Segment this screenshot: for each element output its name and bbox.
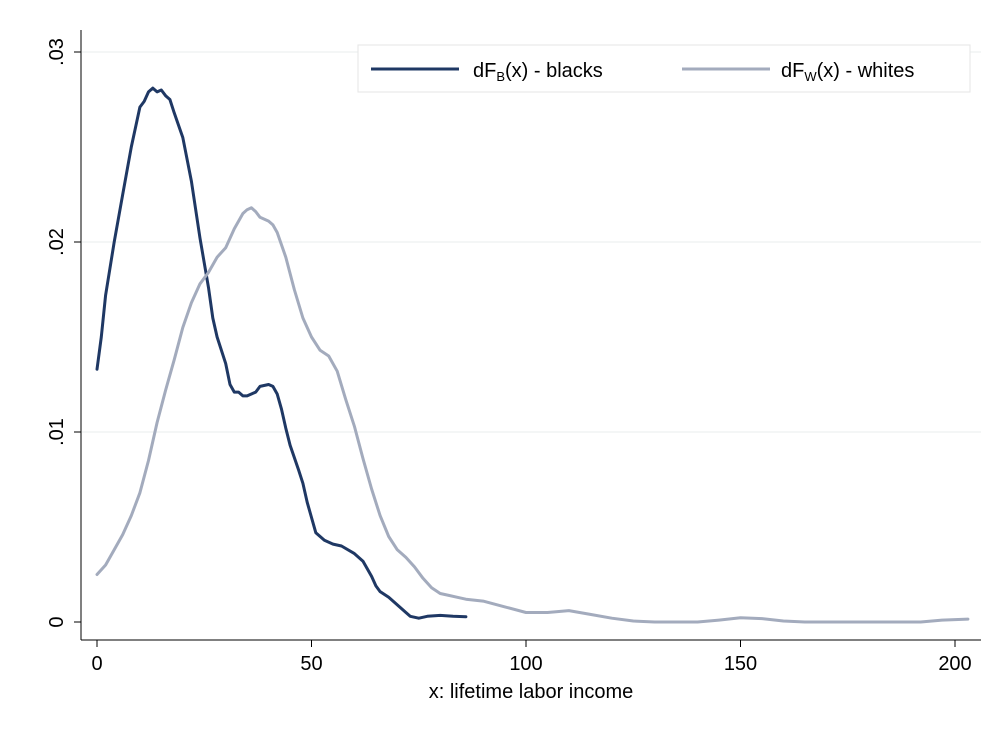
series-line-whites	[95, 206, 970, 624]
x-tick-label: 100	[509, 653, 542, 675]
y-tick-label: 0	[46, 616, 68, 627]
legend: dFB(x) - blacks dFW(x) - whites	[357, 44, 971, 93]
y-ticks: 0 .01 .02 .03	[46, 38, 81, 628]
x-tick-label: 200	[938, 653, 971, 675]
series-line-blacks	[95, 86, 468, 620]
x-tick-label: 50	[300, 653, 322, 675]
x-ticks: 0 50 100 150 200	[91, 640, 972, 675]
x-tick-label: 150	[724, 653, 757, 675]
legend-label-whites: dFW(x) - whites	[781, 60, 914, 84]
legend-box	[357, 44, 971, 93]
x-axis-title: x: lifetime labor income	[429, 681, 634, 703]
axes	[80, 30, 981, 641]
y-tick-label: .03	[46, 38, 68, 66]
legend-label-blacks: dFB(x) - blacks	[473, 60, 603, 84]
x-tick-label: 0	[91, 653, 102, 675]
y-tick-label: .01	[46, 418, 68, 446]
series-lines	[95, 86, 970, 624]
y-tick-label: .02	[46, 228, 68, 256]
